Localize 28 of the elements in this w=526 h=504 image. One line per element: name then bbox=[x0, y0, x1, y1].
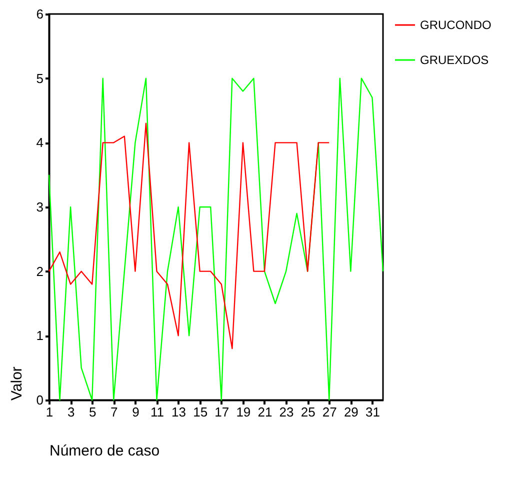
x-tick-label: 29 bbox=[344, 404, 358, 420]
x-tick-label: 11 bbox=[150, 404, 164, 420]
x-tick-label: 1 bbox=[46, 404, 54, 420]
legend-label: GRUEXDOS bbox=[420, 53, 489, 67]
y-axis-title: Valor bbox=[8, 366, 26, 400]
x-tick-label: 5 bbox=[88, 404, 96, 420]
y-tick-label: 5 bbox=[36, 70, 44, 86]
x-tick-label: 13 bbox=[172, 404, 186, 420]
y-tick-label: 6 bbox=[36, 6, 44, 22]
x-tick-label: 15 bbox=[193, 404, 208, 420]
x-axis-title: Número de caso bbox=[50, 442, 160, 460]
x-tick-label: 27 bbox=[322, 404, 337, 420]
y-tick-label: 2 bbox=[36, 264, 44, 279]
x-tick-label: 25 bbox=[300, 404, 316, 420]
x-tick-label: 31 bbox=[365, 404, 380, 420]
line-series bbox=[48, 122, 330, 350]
y-tick-label: 0 bbox=[36, 392, 44, 408]
y-tick-label: 4 bbox=[36, 135, 44, 150]
x-tick-label: 3 bbox=[67, 404, 75, 420]
legend-label: GRUCONDO bbox=[420, 18, 492, 32]
x-tick-label: 21 bbox=[258, 404, 272, 420]
x-tick-label: 19 bbox=[236, 404, 251, 420]
x-tick-label: 9 bbox=[132, 404, 140, 420]
x-tick-label: 23 bbox=[279, 404, 294, 420]
x-tick-label: 17 bbox=[214, 404, 230, 420]
y-tick-label: 3 bbox=[36, 200, 44, 214]
y-tick-label: 1 bbox=[36, 328, 44, 344]
x-tick-label: 7 bbox=[110, 404, 118, 420]
